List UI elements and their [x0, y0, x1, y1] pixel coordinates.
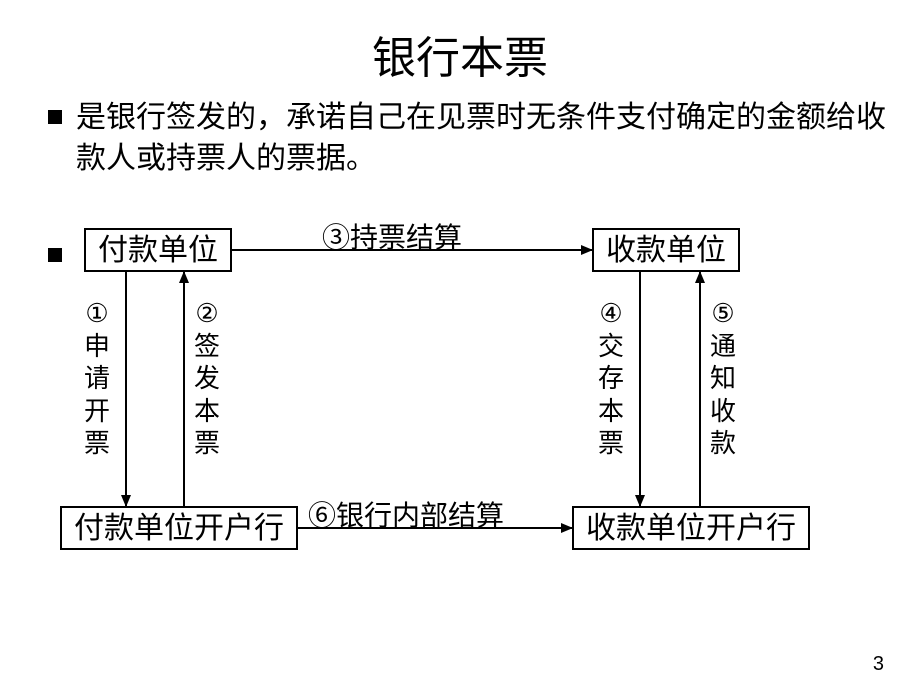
node-payee-bank: 收款单位开户行: [572, 506, 810, 550]
node-payee: 收款单位: [592, 228, 740, 272]
description-row: 是银行签发的，承诺自己在见票时无条件支付确定的金额给收款人或持票人的票据。: [48, 98, 886, 179]
edge-label-4: ④交存本票: [596, 298, 626, 461]
edge-label-3: ③持票结算: [322, 216, 462, 256]
edge-label-5: ⑤通知收款: [708, 298, 738, 461]
edge-label-2-text: ②签发本票: [194, 299, 220, 458]
edge-label-1: ①申请开票: [82, 298, 112, 461]
page-number: 3: [873, 653, 884, 676]
edge-label-1-text: ①申请开票: [84, 299, 110, 458]
node-payer-bank: 付款单位开户行: [60, 506, 298, 550]
edge-label-2: ②签发本票: [192, 298, 222, 461]
bullet-icon: [48, 110, 62, 124]
bullet-icon: [48, 248, 62, 262]
diagram-bullet-row: [48, 236, 76, 262]
description-text: 是银行签发的，承诺自己在见票时无条件支付确定的金额给收款人或持票人的票据。: [76, 98, 886, 179]
page-title: 银行本票: [0, 22, 920, 86]
edge-label-6: ⑥银行内部结算: [308, 494, 504, 534]
node-payer: 付款单位: [84, 228, 232, 272]
edge-label-5-text: ⑤通知收款: [710, 299, 736, 458]
edge-label-4-text: ④交存本票: [598, 299, 624, 458]
